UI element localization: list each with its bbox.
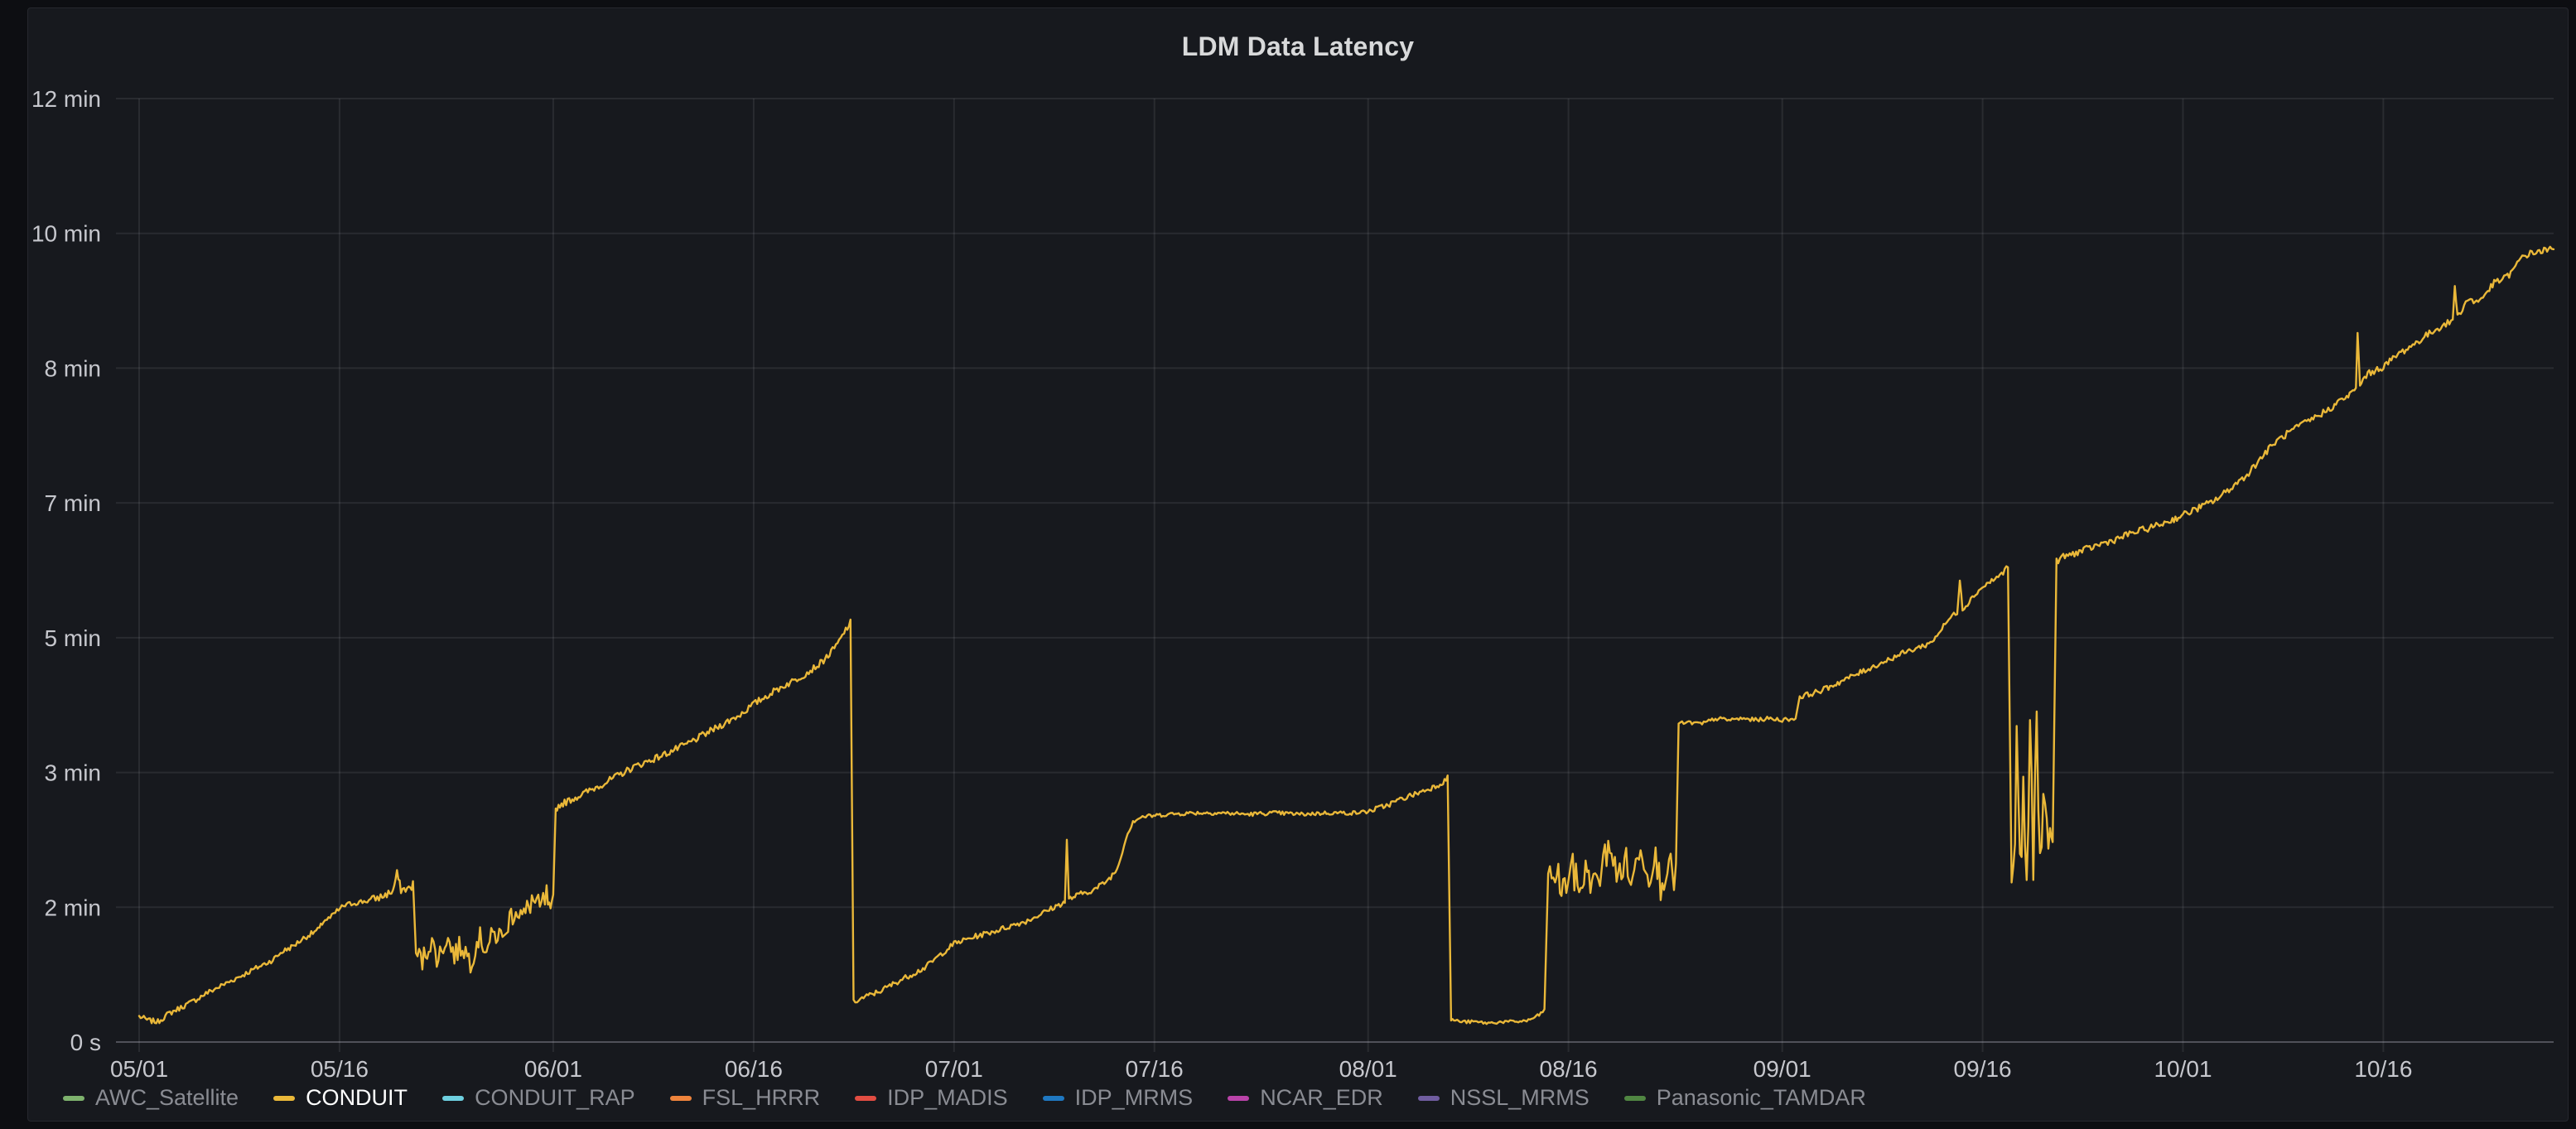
series-color-swatch <box>442 1095 465 1101</box>
series-color-swatch <box>63 1095 84 1101</box>
svg-text:10/16: 10/16 <box>2354 1056 2412 1082</box>
legend: AWC_Satellite CONDUIT CONDUIT_RAP FSL_HR… <box>63 1085 1866 1111</box>
legend-item-label: AWC_Satellite <box>95 1085 239 1110</box>
svg-text:06/16: 06/16 <box>725 1056 783 1082</box>
panel-title[interactable]: LDM Data Latency <box>1181 31 1415 61</box>
svg-text:08/16: 08/16 <box>1540 1056 1598 1082</box>
svg-text:7 min: 7 min <box>45 490 101 516</box>
svg-text:05/01: 05/01 <box>110 1056 168 1082</box>
svg-text:09/01: 09/01 <box>1754 1056 1811 1082</box>
legend-item-label: CONDUIT_RAP <box>475 1085 635 1110</box>
legend-item-label: IDP_MRMS <box>1074 1085 1194 1110</box>
legend-item-panasonic-tamdar[interactable]: Panasonic_TAMDAR <box>1623 1085 1866 1111</box>
legend-item-label: Panasonic_TAMDAR <box>1656 1085 1866 1110</box>
svg-text:3 min: 3 min <box>45 760 101 786</box>
svg-text:5 min: 5 min <box>45 625 101 651</box>
svg-text:09/16: 09/16 <box>1954 1056 2012 1082</box>
svg-text:10 min: 10 min <box>31 221 101 247</box>
legend-item-idp-mrms[interactable]: IDP_MRMS <box>1042 1085 1194 1111</box>
svg-text:10/01: 10/01 <box>2154 1056 2212 1082</box>
legend-item-awc-satellite[interactable]: AWC_Satellite <box>63 1085 239 1111</box>
svg-text:08/01: 08/01 <box>1339 1056 1397 1082</box>
series-color-swatch <box>1042 1095 1064 1101</box>
series-color-swatch <box>1623 1095 1646 1101</box>
legend-item-nssl-mrms[interactable]: NSSL_MRMS <box>1417 1085 1589 1111</box>
legend-item-label: IDP_MADIS <box>887 1085 1008 1110</box>
legend-item-ncar-edr[interactable]: NCAR_EDR <box>1228 1085 1383 1111</box>
legend-item-idp-madis[interactable]: IDP_MADIS <box>855 1085 1008 1111</box>
legend-item-label: NCAR_EDR <box>1260 1085 1383 1110</box>
svg-text:8 min: 8 min <box>45 355 101 381</box>
legend-item-conduit-rap[interactable]: CONDUIT_RAP <box>442 1085 635 1111</box>
legend-item-label: NSSL_MRMS <box>1450 1085 1589 1110</box>
legend-item-conduit[interactable]: CONDUIT <box>273 1085 408 1111</box>
svg-text:2 min: 2 min <box>45 895 101 920</box>
series-color-swatch <box>273 1095 296 1101</box>
svg-text:06/01: 06/01 <box>524 1056 582 1082</box>
svg-text:07/01: 07/01 <box>925 1056 983 1082</box>
series-color-swatch <box>1228 1095 1250 1101</box>
legend-item-label: FSL_HRRR <box>702 1085 821 1110</box>
legend-item-label: CONDUIT <box>306 1085 408 1110</box>
svg-text:12 min: 12 min <box>31 86 101 112</box>
series-color-swatch <box>669 1095 692 1101</box>
svg-text:07/16: 07/16 <box>1126 1056 1184 1082</box>
legend-item-fsl-hrrr[interactable]: FSL_HRRR <box>669 1085 821 1111</box>
grafana-panel: LDM Data Latency AWC_Satellite CONDUIT C… <box>27 7 2569 1122</box>
series-color-swatch <box>855 1095 877 1101</box>
svg-text:0 s: 0 s <box>70 1030 101 1055</box>
series-color-swatch <box>1417 1095 1440 1101</box>
svg-text:05/16: 05/16 <box>311 1056 369 1082</box>
